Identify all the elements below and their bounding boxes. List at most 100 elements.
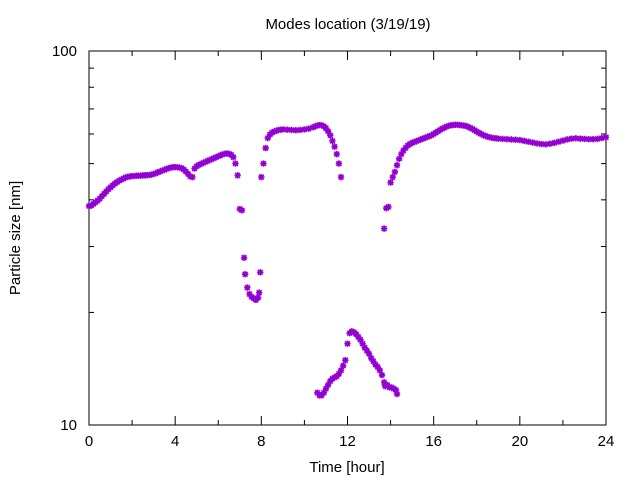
data-point	[255, 289, 263, 296]
data-point	[344, 340, 351, 347]
data-point	[499, 135, 506, 143]
y-tick-label: 100	[52, 43, 77, 60]
data-point	[335, 160, 343, 167]
data-point	[380, 225, 388, 232]
data-point	[538, 140, 545, 148]
x-tick-label: 0	[85, 433, 93, 450]
data-point	[202, 158, 209, 166]
data-point	[305, 125, 312, 132]
data-point	[217, 152, 224, 159]
axis-tick-labels: 0 4 8 12 16 20 24 10 100	[52, 43, 614, 450]
data-point	[331, 143, 338, 150]
data-point	[241, 271, 249, 278]
data-point	[355, 333, 362, 341]
data-point	[199, 159, 207, 167]
data-point	[337, 173, 345, 181]
data-point	[417, 136, 424, 143]
data-point	[337, 367, 345, 374]
data-point	[352, 330, 360, 338]
data-point	[520, 137, 528, 145]
data-point	[283, 126, 291, 133]
data-point	[594, 135, 601, 143]
data-point	[156, 168, 164, 175]
data-point	[257, 269, 264, 276]
data-point	[564, 136, 571, 143]
data-point	[508, 136, 515, 143]
data-point	[329, 137, 336, 145]
data-point	[419, 135, 427, 142]
data-point	[208, 155, 215, 163]
data-point	[393, 162, 401, 169]
data-point	[380, 379, 388, 386]
data-point	[389, 173, 396, 181]
data-point	[230, 154, 237, 161]
data-point	[480, 131, 487, 139]
y-tick-label: 10	[60, 417, 77, 434]
data-point	[411, 138, 418, 146]
data-point	[555, 138, 562, 145]
data-point	[225, 150, 233, 158]
data-point	[234, 172, 241, 179]
x-tick-label: 24	[598, 433, 615, 450]
x-tick-label: 4	[171, 433, 179, 450]
data-point	[542, 141, 549, 148]
data-point	[415, 137, 422, 144]
data-point	[264, 134, 271, 142]
data-point	[342, 357, 349, 364]
data-point	[602, 134, 610, 141]
data-point	[322, 385, 330, 392]
data-point	[374, 363, 381, 371]
data-point	[482, 132, 489, 140]
data-point	[516, 136, 524, 144]
data-point	[161, 166, 168, 174]
data-point	[365, 350, 373, 358]
data-point	[206, 156, 213, 164]
data-points	[85, 121, 610, 399]
data-point	[195, 161, 203, 169]
data-point	[240, 254, 248, 261]
data-point	[533, 140, 541, 147]
data-point	[359, 340, 366, 347]
data-point	[572, 135, 580, 142]
data-point	[378, 371, 386, 379]
data-point	[320, 389, 328, 396]
data-point	[189, 173, 196, 181]
data-point	[238, 207, 246, 214]
data-point	[296, 126, 304, 134]
data-point	[363, 347, 371, 354]
data-point	[589, 135, 597, 143]
data-point	[246, 290, 253, 298]
data-point	[324, 381, 332, 389]
data-point	[525, 138, 532, 145]
data-point	[262, 144, 269, 152]
data-point	[212, 154, 220, 161]
data-point	[376, 367, 384, 374]
data-point	[314, 389, 321, 396]
data-point	[529, 139, 536, 146]
data-point	[424, 133, 431, 141]
data-point	[210, 154, 218, 162]
data-point	[551, 139, 558, 147]
data-point	[260, 160, 267, 167]
data-point	[426, 132, 433, 140]
axis-ticks	[88, 50, 607, 426]
data-point	[361, 344, 368, 351]
data-point	[367, 354, 375, 362]
x-axis-label: Time [hour]	[309, 459, 384, 476]
chart-title: Modes location (3/19/19)	[265, 16, 430, 33]
data-point	[357, 336, 364, 343]
data-point	[333, 150, 340, 158]
data-point	[585, 135, 592, 143]
data-point	[335, 370, 343, 378]
data-point	[559, 137, 567, 144]
data-point	[598, 134, 605, 142]
data-point	[421, 134, 429, 142]
data-point	[215, 153, 222, 160]
data-point	[392, 386, 400, 394]
data-point	[292, 127, 299, 134]
data-point	[232, 160, 239, 167]
data-point	[546, 140, 554, 147]
x-tick-label: 16	[425, 433, 442, 450]
x-tick-label: 8	[257, 433, 265, 450]
data-point	[495, 135, 502, 142]
